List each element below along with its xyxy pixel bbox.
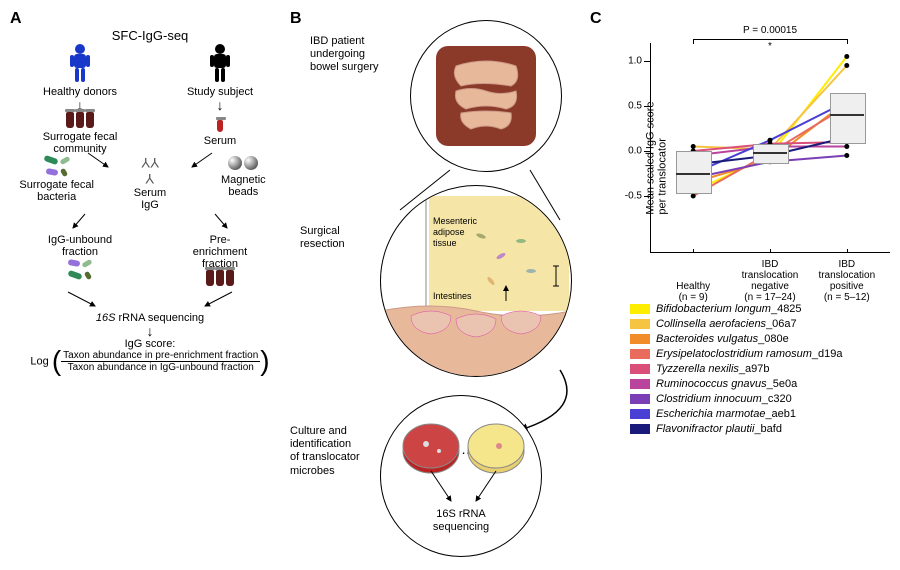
antibody-icon: Y: [141, 155, 150, 171]
culture-icon: … 16S rRNA sequencing: [380, 395, 542, 557]
tube-icon: [217, 120, 223, 132]
arrow-icon: ↓: [150, 98, 290, 112]
arrow-icon: ↓: [10, 324, 290, 338]
arrow-icon: [200, 289, 240, 309]
x-group-label: IBDtranslocationpositive(n = 5–12): [818, 259, 875, 303]
boxplot-chart: Mean scaled IgG score per translocator -…: [610, 33, 890, 283]
mat-label: Mesenteric adipose tissue: [433, 216, 477, 248]
p-value: P = 0.00015: [743, 25, 797, 36]
unbound-label: IgG-unbound fraction: [10, 234, 150, 258]
legend-item: Ruminococcus gnavus_5e0a: [630, 378, 890, 390]
serum-label: Serum: [150, 135, 290, 147]
tube-icon: [76, 112, 84, 128]
arrow-icon: [187, 150, 217, 170]
panel-b: B IBD patient undergoing bowel surgery S…: [290, 10, 590, 560]
legend-item: Bacteroides vulgatus_080e: [630, 333, 890, 345]
panel-a-label: A: [10, 10, 290, 28]
beads-label: Magnetic beads: [197, 174, 289, 198]
panel-a: A SFC-IgG-seq Healthy donors Study subje…: [10, 10, 290, 560]
seq-label-b: 16S rRNA sequencing: [381, 508, 541, 534]
legend-item: Bifidobacterium longum_4825: [630, 303, 890, 315]
serum-igg-label: Serum IgG: [104, 187, 196, 211]
tube-icon: [226, 270, 234, 286]
legend-item: Collinsella aerofaciens_06a7: [630, 318, 890, 330]
legend-item: Erysipelatoclostridium ramosum_d19a: [630, 348, 890, 360]
igg-score-formula: Log (Taxon abundance in pre-enrichment f…: [10, 350, 290, 373]
bead-icon: [228, 156, 242, 170]
intestines-label: Intestines: [433, 291, 472, 302]
tube-icon: [86, 112, 94, 128]
sfc-community-label: Surrogate fecal community: [10, 131, 150, 155]
bacterium-icon: [84, 271, 92, 280]
tube-icon: [66, 112, 74, 128]
antibody-icon: Y: [150, 155, 159, 171]
x-group-label: Healthy(n = 9): [676, 281, 710, 303]
arrow-icon: [60, 289, 100, 309]
arrow-icon: [83, 150, 113, 170]
legend: Bifidobacterium longum_4825 Collinsella a…: [630, 303, 890, 435]
x-group-label: IBDtranslocationnegative(n = 17–24): [742, 259, 799, 303]
ibd-patient-label: IBD patient undergoing bowel surgery: [310, 35, 378, 75]
resection-icon: Mesenteric adipose tissue Intestines: [380, 185, 572, 377]
culture-label: Culture and identification of translocat…: [290, 425, 360, 478]
antibody-icon: Y: [145, 171, 154, 187]
legend-item: Tyzzerella nexilis_a97b: [630, 363, 890, 375]
arrow-icon: [205, 211, 235, 231]
legend-item: Flavonifractor plautii_bafd: [630, 423, 890, 435]
preenrich-label: Pre- enrichment fraction: [150, 234, 290, 270]
legend-item: Escherichia marmotae_aeb1: [630, 408, 890, 420]
panel-c: C Mean scaled IgG score per translocator…: [590, 10, 890, 560]
subject-person-icon: [205, 43, 235, 83]
panel-c-label: C: [590, 10, 890, 28]
panel-a-title: SFC-IgG-seq: [10, 28, 290, 43]
bacterium-icon: [59, 168, 67, 177]
bacterium-icon: [67, 270, 82, 280]
bacterium-icon: [59, 156, 70, 165]
tube-icon: [216, 270, 224, 286]
bead-icon: [244, 156, 258, 170]
bacterium-icon: [81, 259, 92, 268]
legend-item: Clostridium innocuum_c320: [630, 393, 890, 405]
sfc-bacteria-label: Surrogate fecal bacteria: [10, 179, 102, 203]
bacterium-icon: [43, 155, 58, 165]
bacterium-icon: [68, 259, 81, 267]
bacterium-icon: [45, 168, 58, 176]
arrow-icon: [65, 211, 95, 231]
tube-icon: [206, 270, 214, 286]
healthy-person-icon: [65, 43, 95, 83]
resection-label: Surgical resection: [300, 225, 345, 251]
panel-b-label: B: [290, 10, 302, 28]
